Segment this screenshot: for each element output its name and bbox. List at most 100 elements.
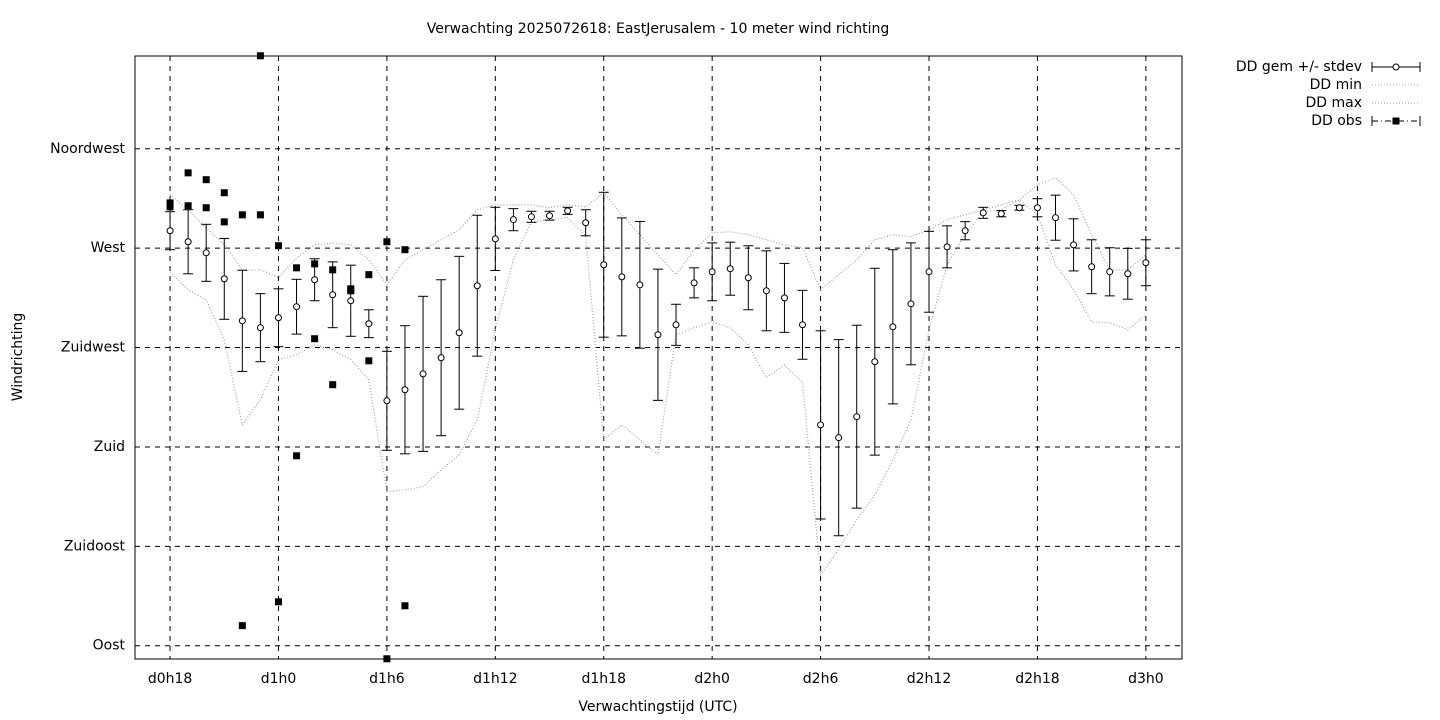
obs-point (202, 176, 210, 184)
mean-point (907, 300, 915, 308)
mean-point (654, 331, 662, 339)
mean-point (491, 235, 499, 243)
mean-point (509, 216, 517, 224)
mean-point (690, 279, 698, 287)
mean-point (329, 291, 337, 299)
obs-point (383, 655, 391, 663)
mean-point (744, 274, 752, 282)
x-tick-label: d2h6 (803, 671, 839, 687)
mean-point (184, 238, 192, 246)
mean-point (293, 303, 301, 311)
mean-point (1015, 204, 1023, 212)
mean-point (166, 227, 174, 235)
legend-label: DD min (1310, 77, 1362, 93)
x-tick-label: d1h6 (369, 671, 405, 687)
mean-point (853, 413, 861, 421)
mean-point (1142, 259, 1150, 267)
obs-point (256, 211, 264, 219)
x-tick-label: d2h18 (1015, 671, 1059, 687)
mean-point (582, 219, 590, 227)
obs-point (238, 211, 246, 219)
mean-point (564, 207, 572, 215)
mean-point (636, 281, 644, 289)
mean-point (817, 421, 825, 429)
mean-point (708, 268, 716, 276)
legend-swatch (1392, 117, 1400, 125)
mean-point (437, 354, 445, 362)
y-tick-label: Noordwest (50, 141, 125, 157)
mean-point (1106, 268, 1114, 276)
mean-point (726, 265, 734, 273)
obs-point (347, 287, 355, 295)
mean-point (925, 268, 933, 276)
mean-point (762, 287, 770, 295)
obs-point (329, 266, 337, 274)
obs-point (220, 189, 228, 197)
obs-point (365, 357, 373, 365)
y-tick-label: Zuidwest (61, 340, 126, 356)
legend-label: DD max (1305, 95, 1362, 111)
obs-point (365, 271, 373, 279)
mean-point (871, 358, 879, 366)
obs-point (166, 199, 174, 207)
y-tick-label: West (91, 240, 126, 256)
mean-point (835, 434, 843, 442)
mean-point (600, 261, 608, 269)
x-tick-label: d2h12 (907, 671, 951, 687)
obs-point (256, 52, 264, 60)
obs-point (238, 622, 246, 630)
y-tick-label: Zuidoost (64, 538, 126, 554)
mean-point (274, 314, 282, 322)
mean-point (979, 209, 987, 217)
x-tick-label: d2h0 (694, 671, 730, 687)
y-tick-label: Zuid (94, 439, 125, 455)
mean-point (961, 227, 969, 235)
x-tick-label: d3h0 (1128, 671, 1164, 687)
chart-title: Verwachting 2025072618: EastJerusalem - … (427, 21, 890, 37)
legend-label: DD obs (1311, 113, 1362, 129)
plot-frame (134, 55, 1183, 660)
mean-point (1070, 241, 1078, 249)
mean-point (238, 317, 246, 325)
obs-point (401, 246, 409, 254)
obs-point (293, 452, 301, 460)
mean-point (1052, 214, 1060, 222)
mean-point (455, 329, 463, 337)
mean-point (1124, 270, 1132, 278)
mean-point (256, 324, 264, 332)
mean-point (997, 210, 1005, 218)
mean-point (618, 273, 626, 281)
mean-point (347, 297, 355, 305)
x-tick-label: d1h12 (473, 671, 517, 687)
mean-point (220, 275, 228, 283)
mean-point (1088, 263, 1096, 271)
mean-point (383, 397, 391, 405)
mean-point (365, 320, 373, 328)
obs-point (274, 242, 282, 250)
legend-swatch (1392, 63, 1400, 71)
x-tick-label: d1h18 (582, 671, 626, 687)
mean-point (799, 321, 807, 329)
obs-point (293, 264, 301, 272)
x-tick-label: d0h18 (148, 671, 192, 687)
mean-point (943, 243, 951, 251)
obs-point (383, 238, 391, 246)
obs-point (220, 218, 228, 226)
obs-point (202, 204, 210, 212)
mean-point (419, 370, 427, 378)
obs-point (329, 381, 337, 389)
obs-point (311, 260, 319, 268)
obs-point (311, 335, 319, 343)
mean-point (1033, 204, 1041, 212)
obs-point (184, 202, 192, 210)
obs-point (166, 203, 174, 211)
mean-point (527, 213, 535, 221)
mean-point (672, 321, 680, 329)
x-axis-label: Verwachtingstijd (UTC) (578, 699, 737, 715)
legend-label: DD gem +/- stdev (1236, 59, 1362, 75)
y-axis-label: Windrichting (10, 313, 26, 402)
obs-point (274, 598, 282, 606)
x-tick-label: d1h0 (261, 671, 297, 687)
obs-point (184, 169, 192, 177)
